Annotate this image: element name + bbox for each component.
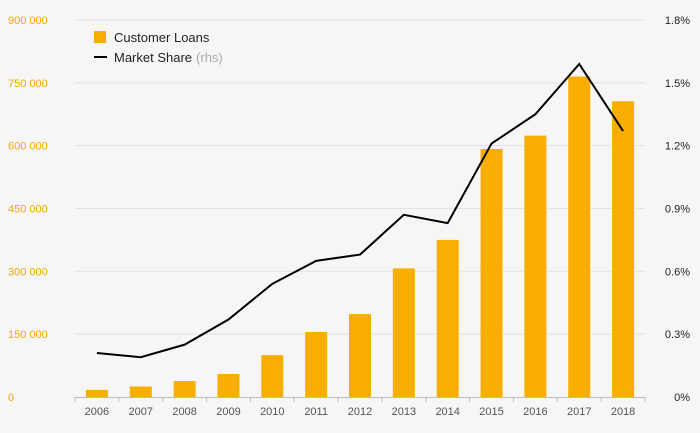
x-tick-label: 2010 bbox=[260, 406, 284, 418]
bar-customer-loans bbox=[217, 373, 240, 397]
gridlines bbox=[75, 19, 645, 335]
legend-swatch-line bbox=[94, 56, 107, 58]
bar-customer-loans bbox=[612, 101, 635, 398]
y-left-tick-label: 600 000 bbox=[8, 141, 48, 153]
y-right-tick-label: 0.9% bbox=[665, 204, 690, 216]
y-right-tick-label: 0% bbox=[674, 392, 690, 404]
bar-customer-loans bbox=[129, 386, 152, 397]
y-left-tick-label: 0 bbox=[8, 392, 14, 404]
bar-customer-loans bbox=[568, 76, 591, 398]
legend-swatch-bar bbox=[94, 31, 106, 43]
legend: Customer Loans Market Share (rhs) bbox=[94, 27, 223, 67]
y-left-tick-label: 300 000 bbox=[8, 266, 48, 278]
bar-customer-loans bbox=[480, 149, 503, 397]
x-tick-label: 2009 bbox=[216, 406, 240, 418]
bar-customer-loans bbox=[261, 355, 284, 397]
bar-customer-loans bbox=[173, 381, 196, 397]
y-left-tick-label: 750 000 bbox=[8, 78, 48, 90]
market-share-line bbox=[96, 62, 624, 359]
x-tick-label: 2006 bbox=[85, 406, 109, 418]
y-right-tick-label: 1.2% bbox=[665, 141, 690, 153]
x-tick-label: 2017 bbox=[567, 406, 591, 418]
bars bbox=[85, 76, 635, 398]
legend-item-market-share: Market Share (rhs) bbox=[94, 47, 223, 67]
bar-customer-loans bbox=[524, 135, 547, 397]
y-left-tick-label: 150 000 bbox=[8, 329, 48, 341]
axes: 0 150 000 300 000 450 000 600 000 750 000 900 … bbox=[8, 15, 690, 418]
legend-label: Customer Loans bbox=[114, 29, 210, 45]
x-tick-label: 2008 bbox=[172, 406, 196, 418]
bar-customer-loans bbox=[349, 314, 371, 397]
legend-item-customer-loans: Customer Loans bbox=[94, 27, 223, 47]
x-tick-label: 2014 bbox=[435, 406, 459, 418]
x-tick-label: 2016 bbox=[523, 406, 547, 418]
x-tick-label: 2015 bbox=[479, 406, 503, 418]
bar-customer-loans bbox=[85, 389, 108, 397]
x-tick-label: 2007 bbox=[129, 406, 153, 418]
y-right-tick-label: 0.3% bbox=[665, 329, 690, 341]
y-right-tick-label: 1.8% bbox=[665, 15, 690, 27]
line-market-share bbox=[96, 62, 624, 359]
x-tick-label: 2012 bbox=[348, 406, 372, 418]
y-left-tick-label: 900 000 bbox=[8, 15, 48, 27]
bar-customer-loans bbox=[436, 239, 459, 397]
y-right-tick-label: 0.6% bbox=[665, 266, 690, 278]
x-tick-label: 2018 bbox=[611, 406, 635, 418]
legend-label: Market Share bbox=[114, 49, 193, 65]
bar-customer-loans bbox=[305, 332, 328, 397]
legend-label-suffix: (rhs) bbox=[196, 49, 223, 65]
bar-customer-loans bbox=[392, 268, 415, 397]
x-tick-label: 2013 bbox=[392, 406, 416, 418]
x-tick-label: 2011 bbox=[304, 406, 328, 418]
y-right-tick-label: 1.5% bbox=[665, 78, 690, 90]
y-left-tick-label: 450 000 bbox=[8, 204, 48, 216]
